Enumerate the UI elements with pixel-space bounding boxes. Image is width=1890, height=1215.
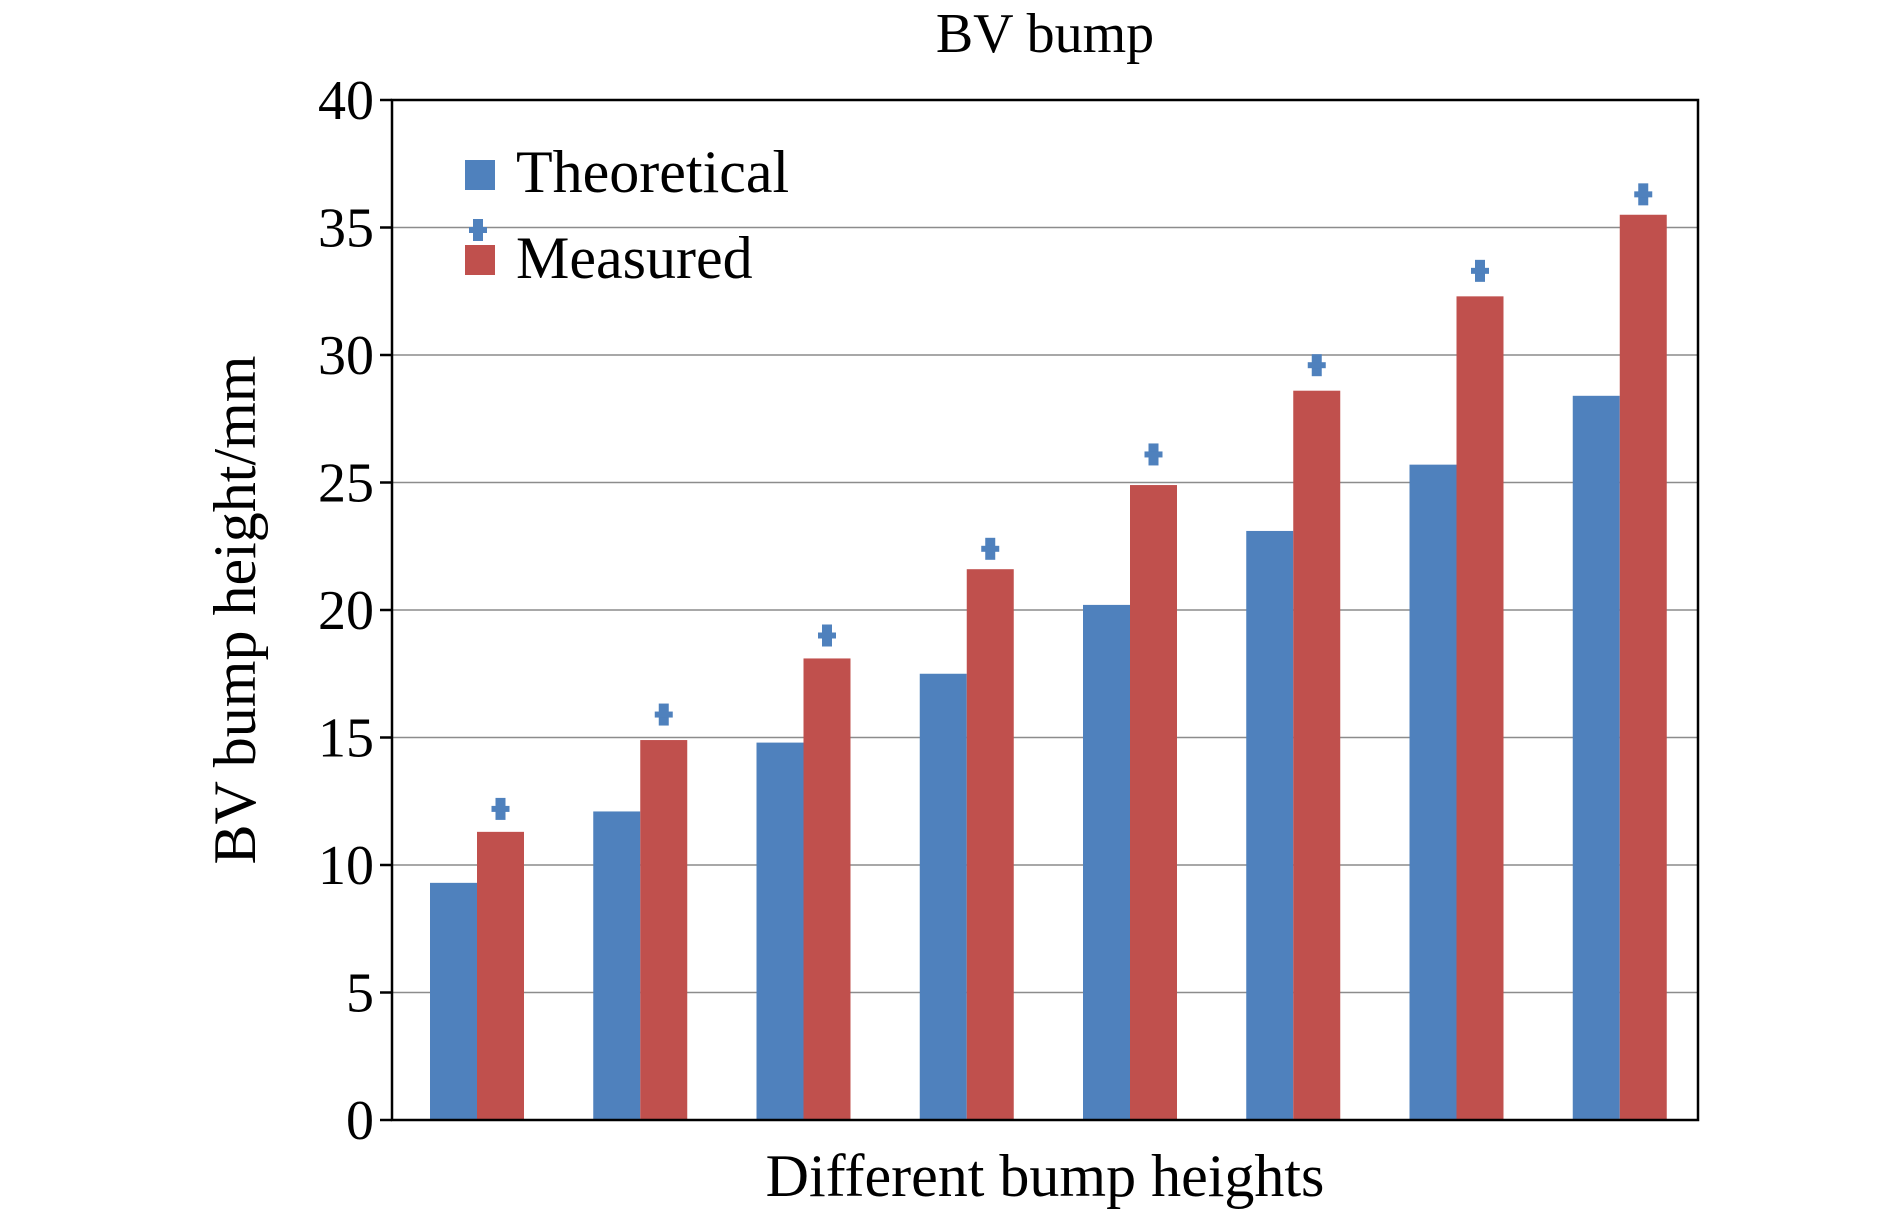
bar-measured-7 [1456,296,1504,1121]
measured-marker-1 [491,797,510,820]
x-axis-label: Different bump heights [766,1143,1325,1209]
bar-theoretical-6 [1246,530,1294,1120]
bar-theoretical-3 [756,742,804,1120]
bar-measured-4 [966,569,1014,1120]
bar-theoretical-4 [919,673,967,1120]
measured-marker-5 [1144,443,1163,466]
legend-marker-measured [469,219,487,241]
measured-marker-8 [1634,183,1653,206]
y-tick-label: 5 [346,963,374,1025]
legend-label-theoretical: Theoretical [516,139,789,205]
y-axis: 0 5 10 15 20 25 30 35 40 [318,70,392,1152]
bar-theoretical-2 [593,811,641,1120]
legend-swatch-measured [465,245,495,275]
bar-theoretical-1 [430,882,477,1120]
bars [430,214,1667,1121]
legend-label-measured: Measured [516,225,753,291]
bar-measured-3 [803,658,851,1120]
y-tick-label: 35 [318,198,374,260]
y-tick-label: 0 [346,1090,374,1152]
y-tick-label: 25 [318,453,374,515]
measured-marker-3 [818,624,836,647]
bar-measured-2 [640,740,688,1120]
y-tick-label: 40 [318,70,374,132]
legend: Theoretical Measured [465,139,789,291]
measured-marker-7 [1471,259,1489,282]
y-tick-label: 20 [318,580,374,642]
chart-title: BV bump [936,3,1154,65]
bar-measured-5 [1130,485,1177,1120]
bar-theoretical-8 [1572,395,1620,1120]
legend-swatch-theoretical [465,160,495,190]
bar-theoretical-7 [1409,464,1457,1120]
error-markers [491,183,1653,820]
bar-measured-8 [1619,214,1667,1120]
measured-marker-2 [654,703,673,726]
y-axis-label: BV bump height/mm [202,356,268,865]
bar-measured-1 [477,831,524,1120]
y-tick-label: 30 [318,325,374,387]
y-tick-label: 10 [318,835,374,897]
y-tick-label: 15 [318,708,374,770]
bar-theoretical-5 [1083,604,1130,1120]
measured-marker-6 [1307,354,1326,377]
measured-marker-4 [981,537,1000,560]
bar-measured-6 [1293,390,1341,1120]
